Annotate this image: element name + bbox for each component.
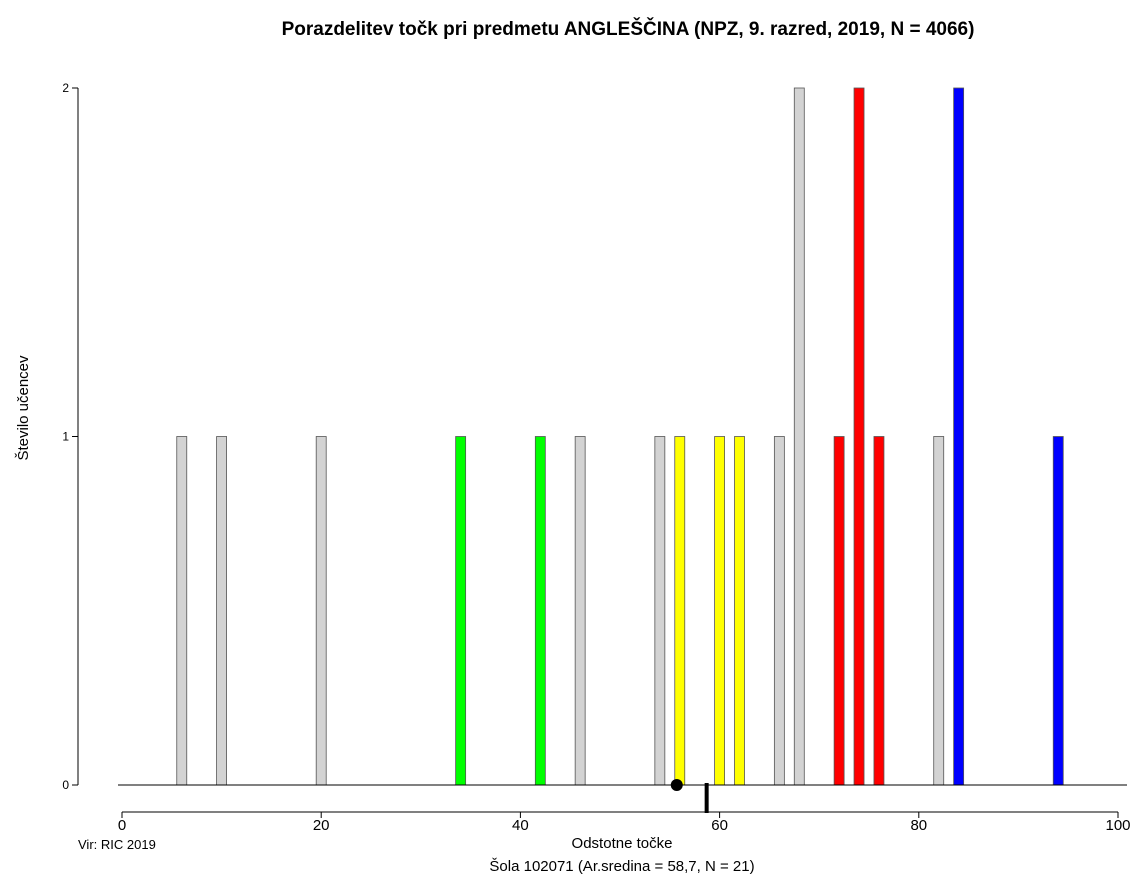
bar-60 bbox=[714, 436, 725, 786]
bar-34 bbox=[455, 436, 467, 786]
chart-title: Porazdelitev točk pri predmetu ANGLEŠČIN… bbox=[282, 18, 975, 40]
y-tick-label-0: 0 bbox=[62, 778, 69, 792]
x-axis-label: Odstotne točke bbox=[572, 835, 673, 852]
bar-72 bbox=[833, 436, 845, 786]
bar-82 bbox=[933, 436, 945, 786]
bar-84 bbox=[953, 87, 965, 786]
bar-76 bbox=[873, 436, 885, 786]
bar-54 bbox=[654, 436, 666, 786]
x-axis: 0 20 40 60 80 100 bbox=[118, 811, 1131, 834]
x-tick-label-20: 20 bbox=[313, 817, 330, 834]
bar-42 bbox=[534, 436, 546, 786]
y-axis-label: Število učencev bbox=[15, 355, 32, 461]
y-tick-label-2: 2 bbox=[62, 81, 69, 95]
source-note: Vir: RIC 2019 bbox=[78, 837, 156, 852]
bar-74 bbox=[853, 87, 865, 786]
bar-68 bbox=[793, 87, 805, 786]
y-tick-label-1: 1 bbox=[62, 430, 69, 444]
x-tick-label-60: 60 bbox=[711, 817, 728, 834]
chart-subtitle: Šola 102071 (Ar.sredina = 58,7, N = 21) bbox=[489, 858, 754, 875]
bar-94 bbox=[1052, 436, 1064, 786]
y-axis: 0 1 2 bbox=[62, 81, 79, 792]
bar-66 bbox=[773, 436, 785, 786]
bar-56 bbox=[674, 436, 686, 786]
x-tick-label-0: 0 bbox=[118, 817, 126, 834]
median-dot-marker bbox=[670, 779, 683, 791]
x-tick-label-100: 100 bbox=[1105, 817, 1130, 834]
bar-20 bbox=[315, 436, 327, 786]
bars-group bbox=[176, 87, 1064, 786]
x-tick-label-80: 80 bbox=[910, 817, 927, 834]
bar-6 bbox=[176, 436, 188, 786]
x-tick-label-40: 40 bbox=[512, 817, 529, 834]
bar-46 bbox=[574, 436, 586, 786]
bar-10 bbox=[216, 436, 228, 786]
bar-62 bbox=[734, 436, 745, 786]
